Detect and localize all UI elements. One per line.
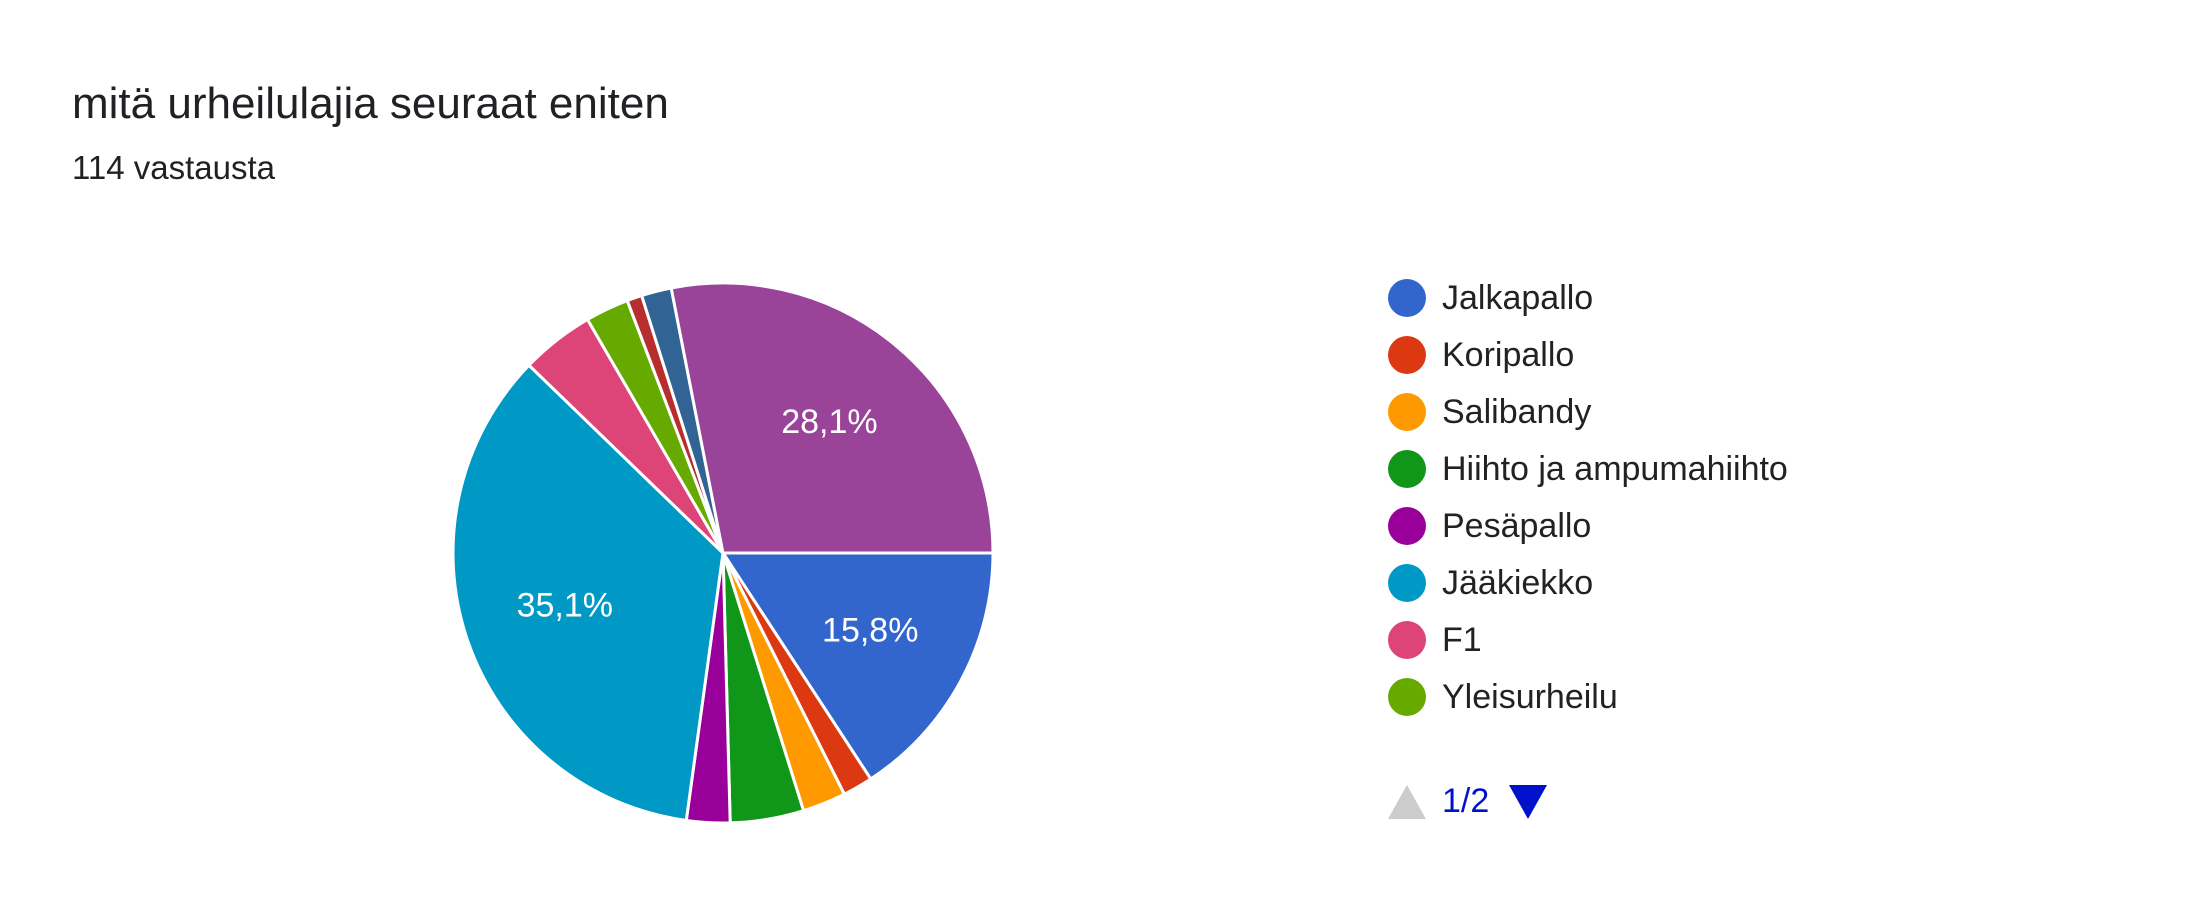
legend-label: Salibandy <box>1442 392 1592 431</box>
legend-swatch-icon <box>1388 450 1426 488</box>
legend-label: F1 <box>1442 620 1482 659</box>
legend-swatch-icon <box>1388 336 1426 374</box>
legend-item[interactable]: Jalkapallo <box>1388 278 1593 318</box>
legend-swatch-icon <box>1388 564 1426 602</box>
slice-data-label: 28,1% <box>781 403 877 441</box>
legend-item[interactable]: Pesäpallo <box>1388 506 1591 546</box>
legend-label: Koripallo <box>1442 335 1575 374</box>
slice-data-label: 15,8% <box>822 612 918 650</box>
legend-swatch-icon <box>1388 621 1426 659</box>
pie-slice-jalkapallo[interactable] <box>721 551 995 781</box>
legend-label: Jääkiekko <box>1442 563 1594 602</box>
legend-item[interactable]: Hiihto ja ampumahiihto <box>1388 449 1788 489</box>
chart-title: mitä urheilulajia seuraat eniten <box>72 79 669 128</box>
legend-label: Pesäpallo <box>1442 506 1592 545</box>
legend-item[interactable]: Yleisurheilu <box>1388 677 1618 717</box>
legend-label: Yleisurheilu <box>1442 677 1618 716</box>
response-count: 114 vastausta <box>72 149 276 186</box>
legend-item[interactable]: Jääkiekko <box>1388 563 1593 603</box>
legend-label: Jalkapallo <box>1442 278 1594 317</box>
legend-swatch-icon <box>1388 393 1426 431</box>
slice-data-label: 35,1% <box>517 587 613 625</box>
pie-slice-other-10[interactable] <box>669 281 995 555</box>
legend-swatch-icon <box>1388 678 1426 716</box>
legend-swatch-icon <box>1388 279 1426 317</box>
triangle-up-icon[interactable] <box>1388 784 1426 819</box>
legend-item[interactable]: Koripallo <box>1388 335 1574 375</box>
legend-page-indicator: 1/2 <box>1442 782 1490 820</box>
legend-pager: 1/2 <box>1388 782 1548 821</box>
legend-label: Hiihto ja ampumahiihto <box>1442 449 1788 488</box>
pie-slice-jääkiekko[interactable] <box>451 363 725 822</box>
legend-item[interactable]: Salibandy <box>1388 392 1591 432</box>
triangle-down-icon[interactable] <box>1509 784 1548 819</box>
legend-swatch-icon <box>1388 507 1426 545</box>
pie-chart: 15,8% 35,1% 28,1% <box>451 281 995 825</box>
legend-item[interactable]: F1 <box>1388 620 1482 660</box>
